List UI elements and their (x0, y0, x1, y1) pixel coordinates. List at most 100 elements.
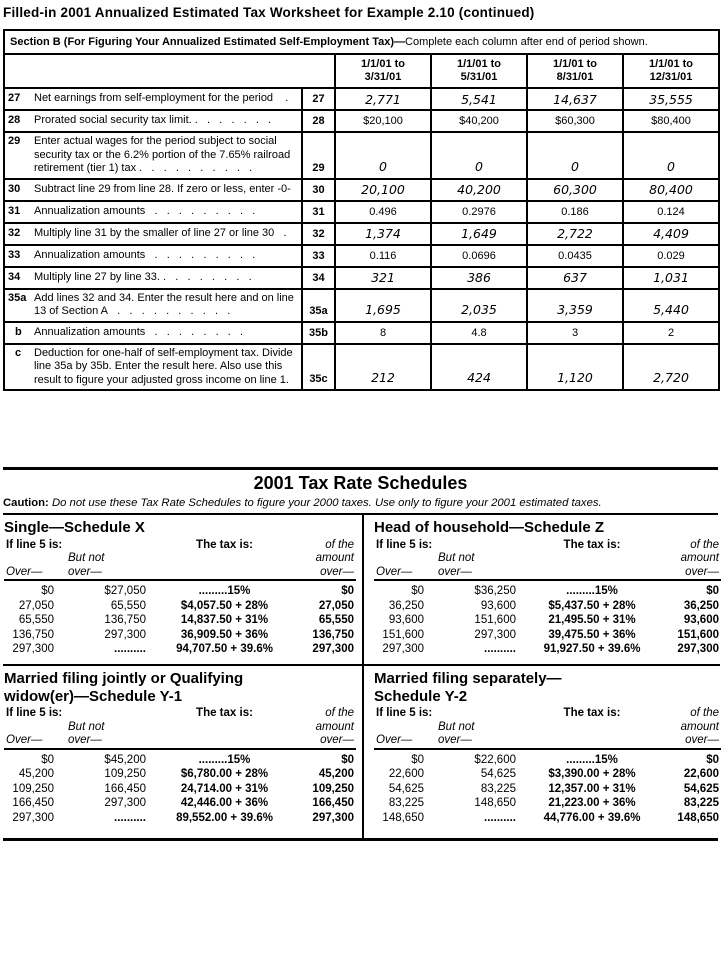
line-number: 29 (8, 135, 21, 147)
worksheet-row-28: 28 Prorated social security tax limit. . … (3, 109, 721, 133)
but-not-over-cell: $27,050 (66, 579, 158, 599)
amount-cell: 0 (334, 131, 432, 180)
worksheet-row-35b: b Annualization amounts . . . . . . . . 3… (3, 320, 721, 345)
amount-cell: 0 (526, 131, 624, 180)
rate-row: 297,300.......... 91,927.50 + 39.6% 297,30… (374, 642, 721, 657)
caution-note: Caution: Do not use these Tax Rate Sched… (3, 497, 718, 509)
section-b-worksheet-table: Section B (For Figuring Your Annualized … (2, 29, 721, 391)
top-rule (3, 467, 718, 470)
col-header-tax-is: The tax is: (196, 707, 253, 719)
amount-cell: 14,637 (526, 87, 624, 111)
rate-row: 93,600 151,600 21,495.50 + 31% 93,600 (374, 613, 721, 628)
col-header-of-the: of the (690, 538, 719, 551)
amount-cell: 35,555 (621, 87, 721, 111)
line-number: 32 (8, 226, 21, 239)
worksheet-row-35c: c Deduction for one-half of self-employme… (3, 342, 721, 391)
line-number-box: 34 (301, 265, 336, 290)
col-header-tax-is: The tax is: (196, 538, 253, 551)
tax-formula-cell: $6,780.00 + 28% (180, 768, 269, 780)
line-number-box: 30 (301, 177, 336, 202)
col-header-over: Over— (376, 565, 413, 578)
col-header-amount: amount (315, 552, 354, 564)
over-cell: 166,450 (12, 797, 54, 809)
amount-cell: 0 (430, 131, 528, 180)
amount-over-cell: 148,650 (677, 811, 719, 824)
period-column-header-2: 1/1/01 to 5/31/01 (430, 53, 528, 89)
amount-over-cell: $0 (656, 747, 721, 767)
rate-table: If line 5 is: The tax is: of the But not am… (4, 539, 356, 657)
rate-row: $0 $22,600 .........15% $0 (374, 747, 721, 767)
col-header-but-not: But not (438, 720, 475, 733)
line-number-box: 35b (301, 320, 336, 345)
rate-row: 36,250 93,600 $5,437.50 + 28% 36,250 (374, 599, 721, 614)
amount-over-cell: 45,200 (318, 768, 354, 780)
but-not-over-cell: 109,250 (104, 768, 146, 780)
worksheet-row-34: 34 Multiply line 27 by line 33. . . . . .… (3, 265, 721, 290)
col-header-over3: over— (685, 565, 719, 578)
col-header-over: Over— (376, 734, 413, 746)
tax-formula-cell: $4,057.50 + 28% (180, 599, 269, 612)
row-label: Annualization amounts . . . . . . . . . (34, 248, 256, 261)
amount-cell: 2,722 (526, 221, 624, 246)
over-cell: 27,050 (18, 599, 54, 612)
amount-cell: 0.124 (621, 199, 721, 224)
row-label: Deduction for one-half of self-employmen… (34, 346, 293, 386)
worksheet-row-31: 31 Annualization amounts . . . . . . . . … (3, 199, 721, 224)
but-not-over-cell: $22,600 (436, 747, 528, 767)
rate-row: 22,600 54,625 $3,390.00 + 28% 22,600 (374, 767, 721, 782)
amount-cell: 80,400 (621, 177, 721, 202)
tax-formula-cell: $3,390.00 + 28% (548, 768, 636, 780)
over-cell: 297,300 (12, 643, 54, 655)
over-cell: $0 (4, 747, 66, 767)
schedule-title: Head of household—Schedule Z (374, 519, 605, 536)
but-not-over-cell: .......... (484, 811, 516, 824)
amount-cell: 1,031 (621, 265, 721, 290)
amount-cell: 5,440 (621, 287, 721, 323)
tax-formula-cell: 12,357.00 + 31% (548, 782, 636, 795)
but-not-over-cell: 136,750 (104, 614, 146, 626)
line-number-box: 28 (301, 109, 336, 133)
line-number: 31 (8, 204, 21, 217)
amount-cell: 1,120 (526, 342, 624, 391)
amount-cell: 0.0435 (526, 243, 624, 268)
amount-cell: 0.029 (621, 243, 721, 268)
worksheet-row-29: 29 Enter actual wages for the period subj… (3, 131, 721, 180)
amount-cell: 424 (430, 342, 528, 391)
amount-over-cell: 65,550 (318, 614, 354, 626)
col-header-over2: over— (438, 565, 472, 578)
amount-over-cell: $0 (656, 579, 721, 599)
amount-cell: 2,771 (334, 87, 432, 111)
line-number-box: 29 (301, 131, 336, 180)
rate-row: 83,225 148,650 21,223.00 + 36% 83,225 (374, 796, 721, 811)
but-not-over-cell: 148,650 (474, 797, 516, 809)
but-not-over-cell: .......... (114, 643, 146, 655)
tax-rate-schedules-title: 2001 Tax Rate Schedules (253, 473, 468, 493)
row-label: Multiply line 27 by line 33. . . . . . .… (34, 270, 252, 283)
worksheet-row-30: 30 Subtract line 29 from line 28. If zero… (3, 177, 721, 202)
row-label: Subtract line 29 from line 28. If zero o… (34, 182, 291, 195)
col-header-over: Over— (6, 734, 43, 746)
amount-cell: $80,400 (621, 109, 721, 133)
amount-over-cell: 93,600 (683, 614, 719, 626)
col-header-over3: over— (685, 734, 719, 746)
col-header-if-line-5: If line 5 is: (376, 538, 433, 551)
rate-row: $0 $27,050 .........15% $0 (4, 579, 356, 599)
amount-cell: 0.116 (334, 243, 432, 268)
amount-over-cell: 297,300 (312, 643, 354, 655)
col-header-if-line-5: If line 5 is: (6, 707, 63, 719)
schedule-head-of-household-z: Head of household—Schedule Z If line 5 i… (362, 515, 721, 664)
but-not-over-cell: 65,550 (110, 599, 146, 612)
over-cell: 148,650 (382, 811, 424, 824)
line-number-box: 35c (301, 342, 336, 391)
section-b-header-note: Complete each column after end of period… (405, 36, 648, 48)
but-not-over-cell: 166,450 (104, 782, 146, 795)
tax-rate-schedules-grid: Single—Schedule X If line 5 is: The tax i… (3, 513, 721, 841)
col-header-over2: over— (68, 565, 102, 578)
but-not-over-cell: 151,600 (474, 614, 516, 626)
row-label: Prorated social security tax limit. . . … (34, 114, 272, 127)
over-cell: $0 (374, 747, 436, 767)
col-header-if-line-5: If line 5 is: (6, 538, 63, 551)
rate-row: 166,450 297,300 42,446.00 + 36% 166,450 (4, 796, 356, 811)
over-cell: 93,600 (388, 614, 424, 626)
